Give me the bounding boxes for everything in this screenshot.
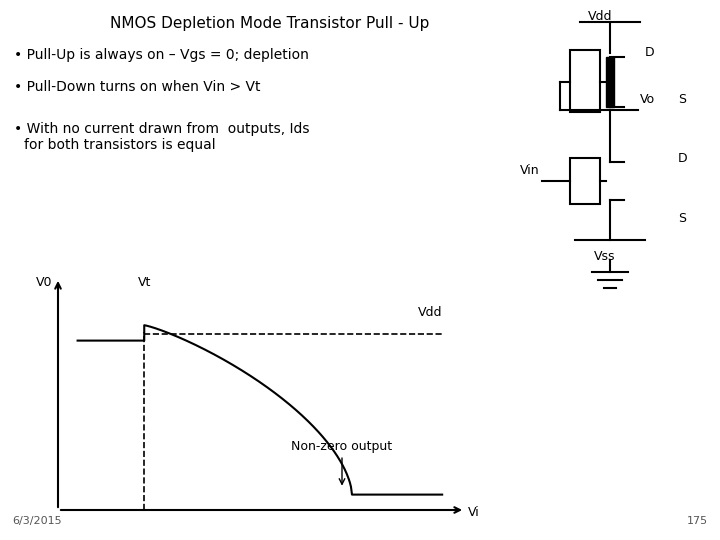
Text: V0: V0 bbox=[35, 276, 52, 289]
Text: 6/3/2015: 6/3/2015 bbox=[12, 516, 62, 526]
Bar bbox=[570, 50, 600, 112]
Bar bbox=[570, 158, 600, 204]
Text: Vss: Vss bbox=[594, 250, 616, 263]
Text: NMOS Depletion Mode Transistor Pull - Up: NMOS Depletion Mode Transistor Pull - Up bbox=[110, 16, 430, 31]
Text: D: D bbox=[678, 152, 688, 165]
Text: Vo: Vo bbox=[640, 93, 655, 106]
Text: S: S bbox=[678, 212, 686, 225]
Text: D: D bbox=[645, 46, 654, 59]
Text: for both transistors is equal: for both transistors is equal bbox=[24, 138, 215, 152]
Text: Vdd: Vdd bbox=[418, 306, 443, 319]
Text: Non-zero output: Non-zero output bbox=[292, 440, 392, 453]
Text: Vi: Vi bbox=[468, 505, 480, 518]
Bar bbox=[606, 57, 614, 107]
Text: • Pull-Up is always on – Vgs = 0; depletion: • Pull-Up is always on – Vgs = 0; deplet… bbox=[14, 48, 309, 62]
Text: S: S bbox=[678, 93, 686, 106]
Text: • Pull-Down turns on when Vin > Vt: • Pull-Down turns on when Vin > Vt bbox=[14, 80, 261, 94]
Text: Vt: Vt bbox=[138, 276, 151, 289]
Text: • With no current drawn from  outputs, Ids: • With no current drawn from outputs, Id… bbox=[14, 122, 310, 136]
Text: Vin: Vin bbox=[521, 164, 540, 177]
Text: 175: 175 bbox=[687, 516, 708, 526]
Text: Vdd: Vdd bbox=[588, 10, 612, 23]
